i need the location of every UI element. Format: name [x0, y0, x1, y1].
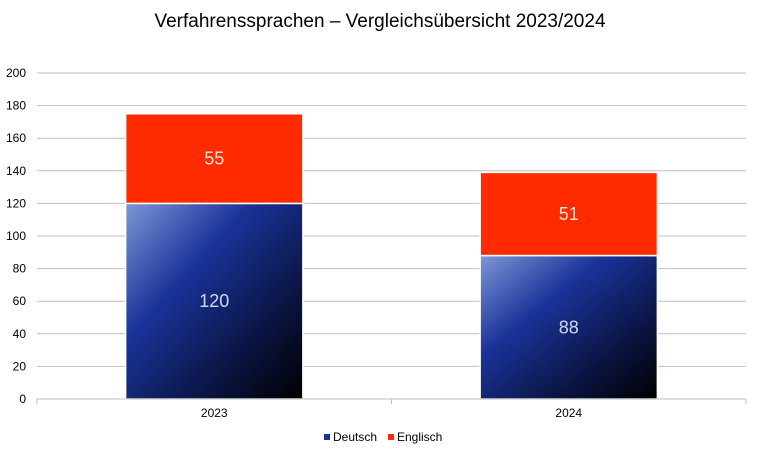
y-axis-ticks: 0 20 40 60 80 100 120 140 160 180 200 [6, 66, 26, 406]
data-label-englisch-2024: 51 [559, 204, 579, 224]
y-tick-label: 60 [13, 294, 27, 308]
bar-englisch-2023 [124, 113, 304, 205]
y-tick-label: 0 [19, 392, 26, 406]
legend-label-deutsch: Deutsch [333, 430, 377, 444]
legend-swatch-englisch [388, 434, 394, 440]
x-tick-label: 2024 [555, 406, 582, 420]
y-tick-label: 40 [13, 327, 27, 341]
y-tick-label: 120 [6, 196, 26, 210]
x-axis: 2023 2024 [36, 398, 747, 420]
y-tick-label: 20 [13, 359, 27, 373]
data-labels: 120 55 88 51 [199, 149, 579, 338]
legend-label-englisch: Englisch [397, 430, 442, 444]
y-tick-label: 200 [6, 66, 26, 80]
data-label-deutsch-2024: 88 [559, 317, 579, 337]
y-tick-label: 80 [13, 262, 27, 276]
chart-title: Verfahrenssprachen – Vergleichsübersicht… [154, 11, 605, 32]
legend: Deutsch Englisch [324, 430, 442, 444]
y-tick-label: 140 [6, 164, 26, 178]
y-tick-label: 180 [6, 99, 26, 113]
bar-englisch-2024 [479, 171, 659, 257]
x-tick-label: 2023 [201, 406, 228, 420]
legend-swatch-deutsch [324, 434, 330, 440]
data-label-englisch-2023: 55 [204, 149, 224, 169]
y-tick-label: 160 [6, 131, 26, 145]
y-tick-label: 100 [6, 229, 26, 243]
data-label-deutsch-2023: 120 [199, 291, 229, 311]
